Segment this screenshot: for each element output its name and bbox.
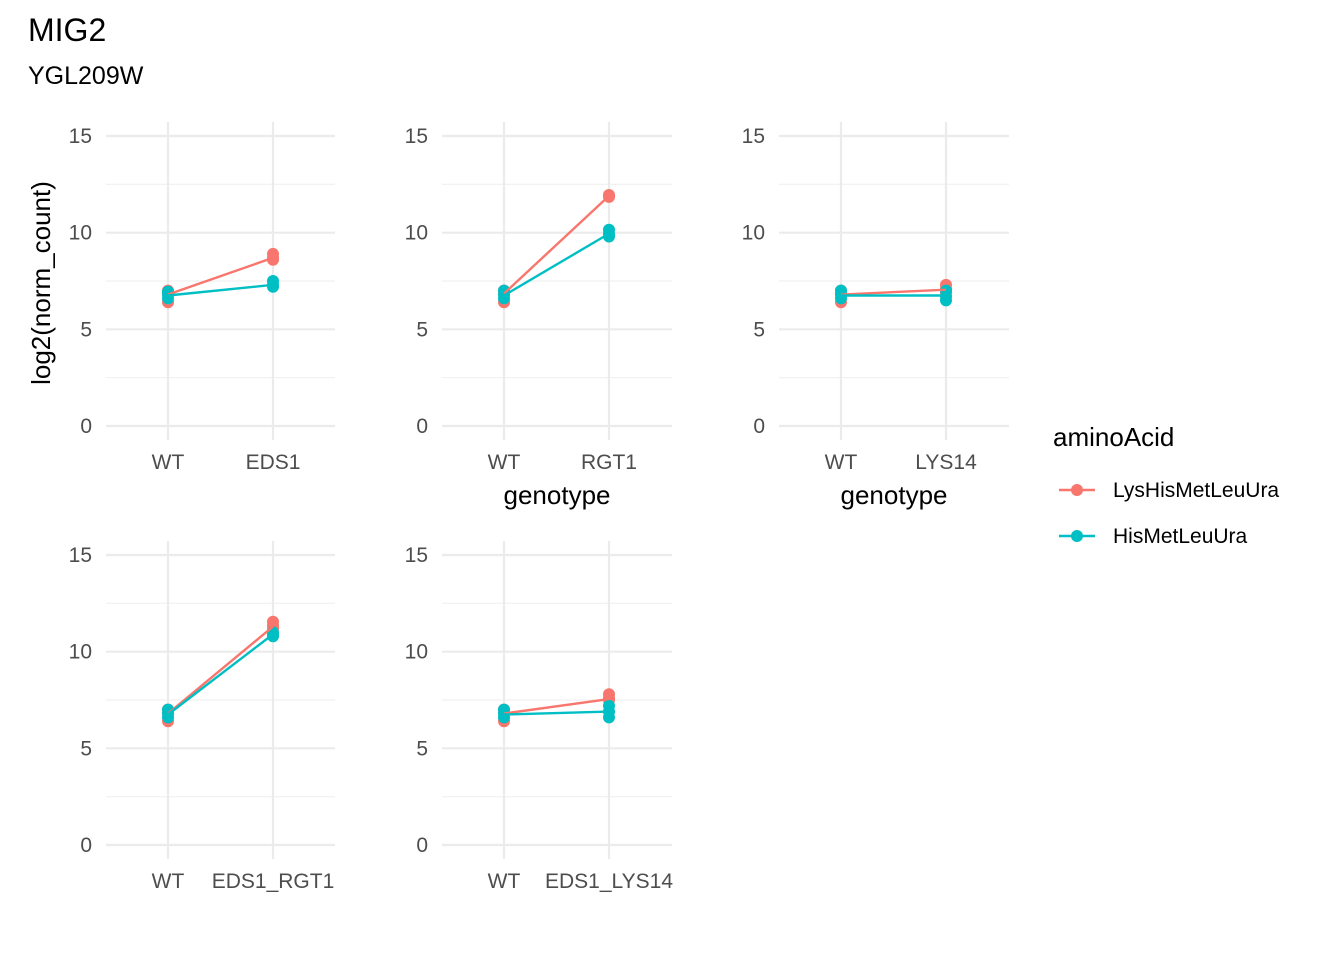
panels-layer: 0 5 10 15 WT EDS1 log2(norm_count) 0 5 10 15 WT RGT1… [26,122,1009,893]
legend-label: LysHisMetLeuUra [1113,479,1279,502]
y-tick-label: 5 [80,737,92,760]
x-tick-label: RGT1 [581,451,637,474]
x-axis-title: genotype [841,480,948,510]
series-line [167,283,274,297]
legend-label: HisMetLeuUra [1113,525,1248,548]
series-line [167,625,274,715]
y-tick-label: 15 [69,125,92,148]
series-line [503,697,610,715]
series-line [167,256,274,296]
y-tick-label: 15 [405,125,428,148]
data-point [267,615,279,628]
y-tick-label: 0 [416,834,428,857]
panel-2: 0 5 10 15 WT RGT1 genotype [405,122,672,510]
x-tick-label: LYS14 [915,451,977,474]
data-point [603,223,615,236]
series-line [503,232,610,297]
y-tick-label: 5 [416,737,428,760]
y-tick-label: 10 [742,222,765,245]
x-tick-label: WT [152,451,185,474]
series-line [503,195,610,295]
y-tick-label: 15 [742,125,765,148]
series-line [503,710,610,716]
data-point [267,247,279,260]
x-tick-label: EDS1 [246,451,301,474]
x-tick-label: WT [488,451,521,474]
y-tick-label: 0 [80,834,92,857]
y-tick-label: 10 [69,222,92,245]
x-tick-label: WT [488,870,521,893]
series-line [840,288,947,296]
panel-5: 0 5 10 15 WT EDS1_LYS14 [405,541,673,893]
legend-key-point [1071,484,1083,496]
y-tick-label: 5 [753,318,765,341]
y-tick-label: 10 [69,641,92,664]
x-tick-label: WT [152,870,185,893]
data-point [603,688,615,701]
y-axis-title: log2(norm_count) [26,181,56,385]
y-tick-label: 5 [416,318,428,341]
y-tick-label: 0 [80,415,92,438]
x-axis-title: genotype [504,480,611,510]
panel-4: 0 5 10 15 WT EDS1_RGT1 [69,541,335,893]
y-tick-label: 10 [405,222,428,245]
y-tick-label: 15 [69,544,92,567]
x-tick-label: WT [825,451,858,474]
legend-title: aminoAcid [1053,422,1174,452]
y-tick-label: 5 [80,318,92,341]
panel-3: 0 5 10 15 WT LYS14 genotype [742,122,1009,510]
legend-key-point [1071,530,1083,542]
series-line [167,633,274,716]
chart-subtitle: YGL209W [28,62,144,90]
legend: aminoAcid LysHisMetLeuUra HisMetLeuUra [1053,422,1279,548]
y-tick-label: 10 [405,641,428,664]
x-tick-label: EDS1_LYS14 [545,870,673,893]
y-tick-label: 0 [753,415,765,438]
panel-1: 0 5 10 15 WT EDS1 log2(norm_count) [26,122,335,474]
data-point [603,699,615,712]
chart-title: MIG2 [28,12,106,48]
x-tick-label: EDS1_RGT1 [212,870,335,893]
y-tick-label: 0 [416,415,428,438]
y-tick-label: 15 [405,544,428,567]
